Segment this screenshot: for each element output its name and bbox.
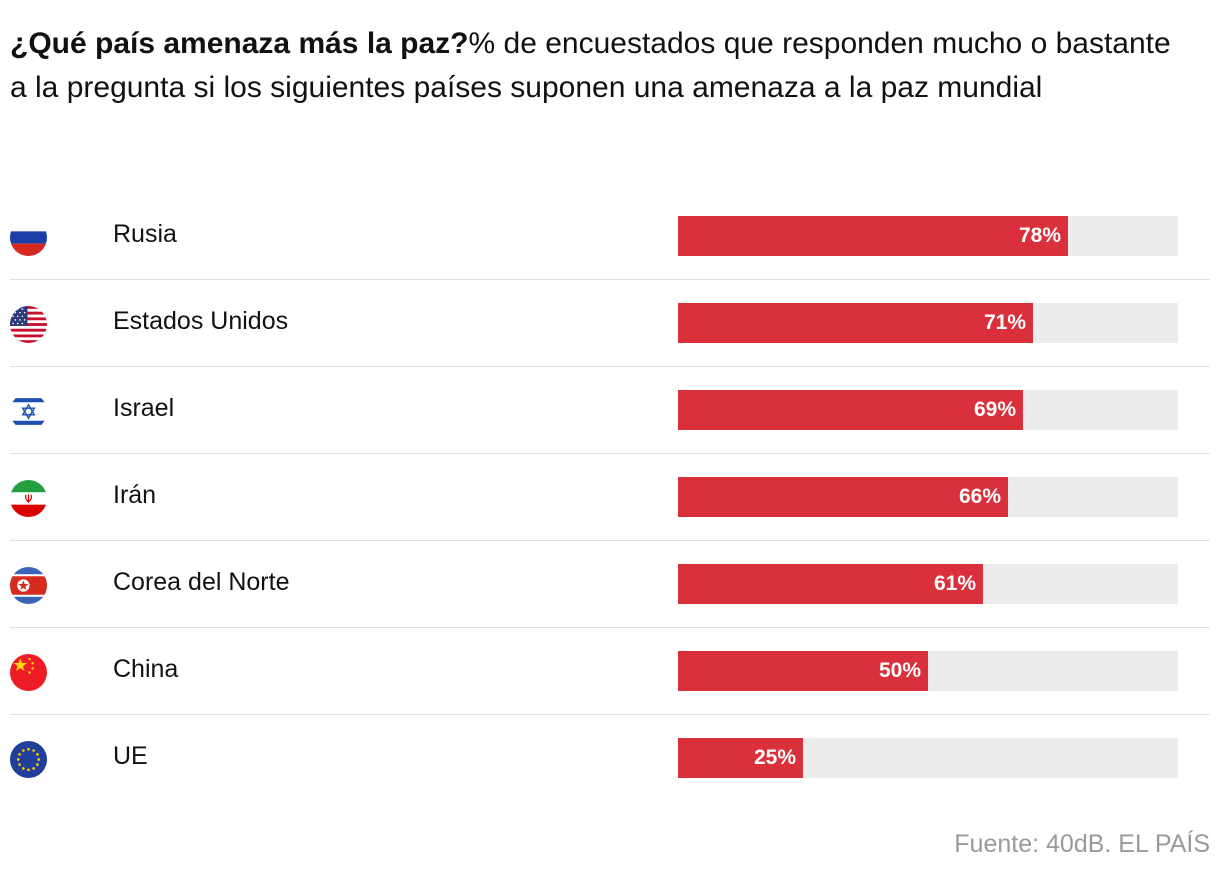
chart-title-bold: ¿Qué país amenaza más la paz? bbox=[10, 27, 469, 60]
bar: 61% bbox=[678, 564, 983, 604]
israel-flag-icon bbox=[10, 393, 47, 430]
bar-value-label: 25% bbox=[753, 746, 796, 769]
category-label: UE bbox=[113, 742, 148, 770]
usa-flag-icon bbox=[10, 306, 47, 343]
bar-track: 50% bbox=[678, 651, 1178, 691]
category-label: China bbox=[113, 655, 179, 683]
bar: 50% bbox=[678, 651, 928, 691]
bar: 78% bbox=[678, 216, 1068, 256]
bar-row: Estados Unidos 71% bbox=[10, 280, 1210, 367]
bar-row: Corea del Norte 61% bbox=[10, 541, 1210, 628]
bar: 25% bbox=[678, 738, 803, 778]
bar-track: 61% bbox=[678, 564, 1178, 604]
bar-value-label: 78% bbox=[1018, 224, 1061, 247]
source-note: Fuente: 40dB. EL PAÍS bbox=[954, 830, 1210, 858]
bar-value-label: 50% bbox=[878, 659, 921, 682]
category-label: Rusia bbox=[113, 220, 177, 248]
category-label: Estados Unidos bbox=[113, 307, 289, 335]
chart-title: ¿Qué país amenaza más la paz?% de encues… bbox=[10, 22, 1190, 110]
bar: 66% bbox=[678, 477, 1008, 517]
category-label: Irán bbox=[113, 481, 157, 509]
bar-track: 25% bbox=[678, 738, 1178, 778]
category-label: Israel bbox=[113, 394, 175, 422]
china-flag-icon bbox=[10, 654, 47, 691]
category-label: Corea del Norte bbox=[113, 568, 290, 596]
north-korea-flag-icon bbox=[10, 567, 47, 604]
bar-row: Rusia 78% bbox=[10, 193, 1210, 280]
eu-flag-icon bbox=[10, 741, 47, 778]
bar-value-label: 69% bbox=[973, 398, 1016, 421]
bar-track: 66% bbox=[678, 477, 1178, 517]
bar-rows: Rusia 78% Estados Unidos 71% bbox=[10, 193, 1210, 801]
bar-value-label: 66% bbox=[958, 485, 1001, 508]
iran-flag-icon bbox=[10, 480, 47, 517]
bar-row: Irán 66% bbox=[10, 454, 1210, 541]
bar-value-label: 71% bbox=[983, 311, 1026, 334]
bar: 71% bbox=[678, 303, 1033, 343]
bar-value-label: 61% bbox=[933, 572, 976, 595]
bar-row: China 50% bbox=[10, 628, 1210, 715]
bar-track: 71% bbox=[678, 303, 1178, 343]
russia-flag-icon bbox=[10, 219, 47, 256]
bar-track: 78% bbox=[678, 216, 1178, 256]
chart-subtitle: % de encuestados que responden mucho o b… bbox=[10, 27, 1171, 104]
bar-row: UE 25% bbox=[10, 715, 1210, 801]
bar: 69% bbox=[678, 390, 1023, 430]
bar-track: 69% bbox=[678, 390, 1178, 430]
bar-row: Israel 69% bbox=[10, 367, 1210, 454]
